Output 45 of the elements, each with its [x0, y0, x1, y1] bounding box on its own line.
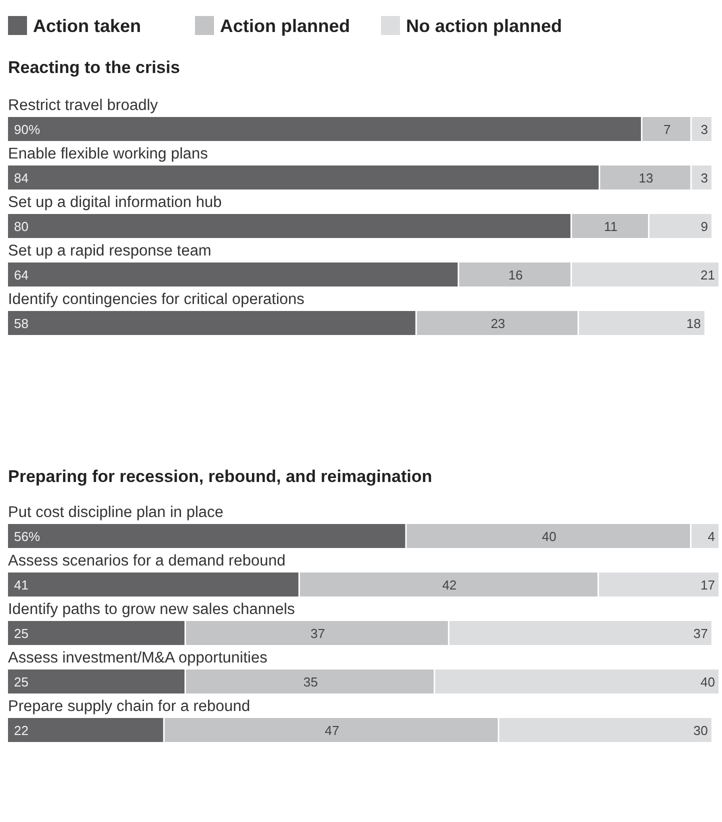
data-label: 23	[490, 316, 506, 331]
data-label: 42	[442, 578, 457, 592]
data-label: 58	[14, 316, 28, 331]
data-label: 18	[686, 316, 701, 331]
data-label: 25	[14, 626, 28, 641]
data-label: 22	[14, 723, 28, 738]
legend-label: Action planned	[220, 16, 350, 36]
data-label: 41	[14, 578, 28, 592]
data-label: 3	[700, 122, 708, 137]
data-label: 84	[14, 170, 28, 186]
y-tick-label: Enable flexible working plans	[8, 146, 208, 162]
data-label: 40	[542, 529, 556, 544]
data-label: 80	[14, 219, 28, 234]
y-tick-label: Assess scenarios for a demand rebound	[8, 552, 286, 570]
chart-title: Preparing for recession, rebound, and reimagination	[8, 467, 432, 486]
data-label: 9	[700, 219, 708, 234]
y-tick-label: Prepare supply chain for a rebound	[8, 698, 250, 715]
y-tick-label: Set up a rapid response team	[8, 242, 212, 260]
data-label: 11	[604, 219, 618, 234]
y-tick-label: Identify contingencies for critical operations	[8, 291, 305, 308]
data-label: 30	[693, 723, 708, 738]
data-label: 21	[700, 268, 715, 282]
data-label: 35	[303, 674, 318, 690]
data-label: 37	[310, 626, 325, 641]
data-label: 47	[324, 723, 340, 738]
legend-label: No action planned	[406, 16, 562, 36]
y-tick-label: Restrict travel broadly	[8, 97, 158, 114]
data-label: 56%	[14, 529, 40, 544]
data-label: 64	[14, 268, 28, 282]
data-label: 4	[708, 529, 715, 544]
y-tick-label: Set up a digital information hub	[8, 194, 222, 211]
data-label: 17	[700, 578, 715, 592]
chart-title: Reacting to the crisis	[8, 58, 180, 77]
data-label: 13	[638, 170, 654, 186]
legend-label: Action taken	[33, 16, 142, 36]
data-label: 3	[700, 170, 708, 186]
y-tick-label: Identify paths to grow new sales channels	[8, 601, 296, 618]
data-label: 7	[664, 122, 671, 137]
data-label: 40	[700, 674, 715, 690]
data-label: 16	[508, 268, 523, 282]
data-label: 37	[693, 626, 708, 641]
y-tick-label: Assess investment/M&A opportunities	[8, 650, 268, 666]
y-tick-label: Put cost discipline plan in place	[8, 504, 224, 521]
data-label: 25	[14, 674, 28, 690]
data-label: 90%	[14, 122, 40, 137]
